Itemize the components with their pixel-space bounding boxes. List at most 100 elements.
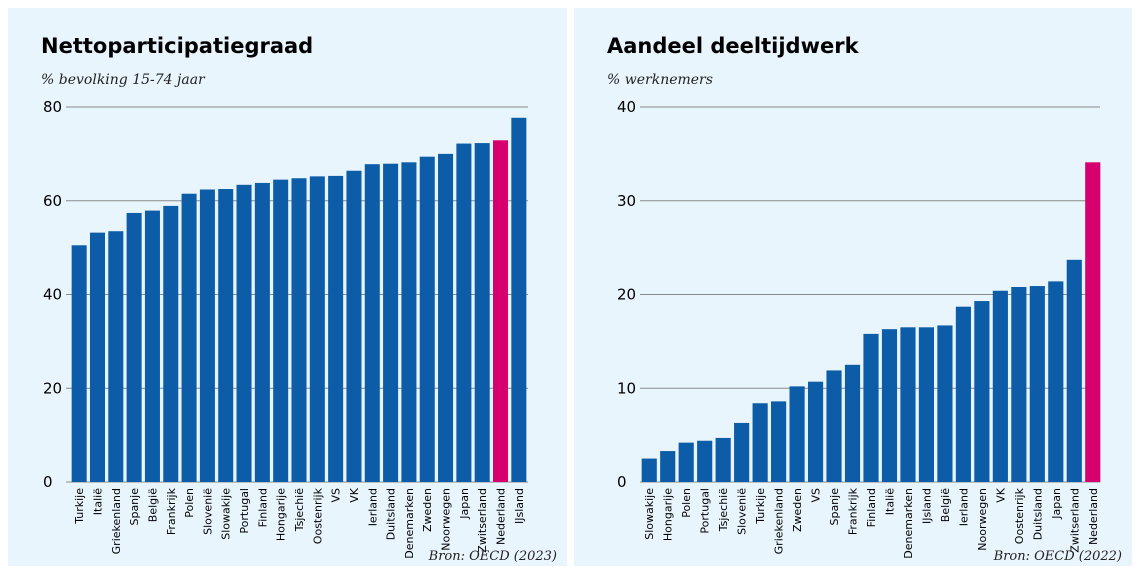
bar xyxy=(734,422,750,482)
source-note: Bron: OECD (2023) xyxy=(428,549,557,564)
x-tick-label: Duitsland xyxy=(1031,488,1044,540)
bar xyxy=(807,381,824,482)
bar xyxy=(937,325,953,482)
x-tick-label: Polen xyxy=(680,488,693,518)
y-tick-label: 10 xyxy=(617,379,636,397)
bar xyxy=(456,143,472,482)
bar xyxy=(89,232,105,482)
bar xyxy=(328,175,344,482)
bar xyxy=(199,189,215,482)
bar xyxy=(254,182,270,482)
x-tick-label: Japan xyxy=(1050,488,1063,520)
y-tick-label: 60 xyxy=(43,192,62,210)
y-tick-label: 20 xyxy=(43,379,62,397)
bar xyxy=(236,184,252,482)
bar xyxy=(438,153,454,482)
x-tick-label: VK xyxy=(348,487,361,503)
source-note: Bron: OECD (2022) xyxy=(993,549,1122,564)
bar xyxy=(1066,259,1082,482)
bar xyxy=(401,162,417,482)
bar xyxy=(71,245,87,482)
y-tick-label: 80 xyxy=(43,98,62,116)
x-tick-label: Griekenland xyxy=(110,488,123,554)
x-tick-label: Nederland xyxy=(1087,488,1100,545)
x-tick-label: Italië xyxy=(883,488,896,515)
bar xyxy=(383,163,399,482)
bar xyxy=(511,117,527,482)
bar xyxy=(1029,286,1045,482)
x-tick-label: Zwitserland xyxy=(1068,488,1081,553)
x-tick-label: Denemarken xyxy=(403,488,416,559)
bar xyxy=(955,306,971,482)
bar xyxy=(881,329,898,482)
bar xyxy=(291,178,307,482)
bar xyxy=(218,189,234,482)
bar xyxy=(493,140,509,482)
bar xyxy=(364,164,380,482)
x-tick-label: Italië xyxy=(91,488,104,515)
x-tick-label: Tsjechië xyxy=(717,488,730,533)
chart-panel-right: Aandeel deeltijdwerk % werknemers 0 10 20 3… xyxy=(574,8,1132,566)
x-tick-label: IJsland xyxy=(513,488,526,524)
y-tick-label: 0 xyxy=(617,473,627,491)
bar xyxy=(181,193,197,482)
x-tick-label: Tsjechië xyxy=(293,488,306,533)
bar xyxy=(863,333,879,482)
x-tick-label: België xyxy=(939,488,952,522)
x-tick-label: Oostenrijk xyxy=(1013,487,1026,544)
x-tick-label: VK xyxy=(994,487,1007,503)
x-tick-label: Japan xyxy=(458,488,471,520)
x-tick-label: Zwitserland xyxy=(476,488,489,553)
bar xyxy=(163,205,179,482)
bar xyxy=(826,370,842,482)
x-tick-label: Denemarken xyxy=(902,488,915,559)
x-tick-label: Spanje xyxy=(828,488,841,526)
x-tick-label: Portugal xyxy=(699,488,712,534)
x-tick-label: Slowakije xyxy=(220,488,233,540)
bar xyxy=(844,364,861,482)
x-tick-label: Noorwegen xyxy=(440,488,453,551)
bar xyxy=(789,386,805,482)
bar xyxy=(771,401,787,482)
x-tick-label: Portugal xyxy=(238,488,251,534)
bar xyxy=(1085,162,1101,482)
bar xyxy=(144,210,160,482)
bar xyxy=(918,327,935,482)
x-tick-label: Zweden xyxy=(791,488,804,532)
bar xyxy=(974,301,990,482)
chart-title: Nettoparticipatiegraad xyxy=(41,34,314,58)
x-tick-label: Slovenië xyxy=(201,488,214,535)
x-tick-label: IJsland xyxy=(920,488,933,524)
x-tick-label: Oostenrijk xyxy=(311,487,324,544)
x-tick-label: Nederland xyxy=(495,488,508,545)
bar xyxy=(126,212,142,482)
x-tick-label: Hongarije xyxy=(275,488,288,541)
x-tick-label: Frankrijk xyxy=(165,487,178,535)
bar xyxy=(678,442,694,482)
chart-subtitle: % werknemers xyxy=(607,72,713,88)
x-tick-label: Slowakije xyxy=(643,488,656,540)
chart-panel-left: Nettoparticipatiegraad % bevolking 15-74… xyxy=(8,8,567,566)
x-tick-label: Duitsland xyxy=(385,488,398,540)
x-tick-label: België xyxy=(146,488,159,522)
bar xyxy=(697,440,713,482)
bar xyxy=(419,156,435,482)
x-tick-label: Ierland xyxy=(366,488,379,526)
bar xyxy=(992,290,1008,482)
x-tick-label: Slovenië xyxy=(736,488,749,535)
bar xyxy=(273,179,289,482)
y-tick-label: 30 xyxy=(617,192,636,210)
x-tick-label: Finland xyxy=(256,488,269,527)
y-tick-label: 40 xyxy=(43,286,62,304)
x-tick-label: Finland xyxy=(865,488,878,527)
x-tick-label: Spanje xyxy=(128,488,141,526)
x-tick-label: Turkije xyxy=(73,488,86,525)
bar xyxy=(1048,281,1064,482)
bar-chart-participation: 0 20 40 60 80 Turkije Italië Griekenland Spanje B… xyxy=(43,98,528,559)
x-tick-label: Ierland xyxy=(957,488,970,526)
x-tick-label: Turkije xyxy=(754,488,767,525)
bar xyxy=(474,143,490,482)
x-tick-label: Polen xyxy=(183,488,196,518)
bar xyxy=(309,176,325,482)
x-tick-label: Frankrijk xyxy=(847,487,860,535)
